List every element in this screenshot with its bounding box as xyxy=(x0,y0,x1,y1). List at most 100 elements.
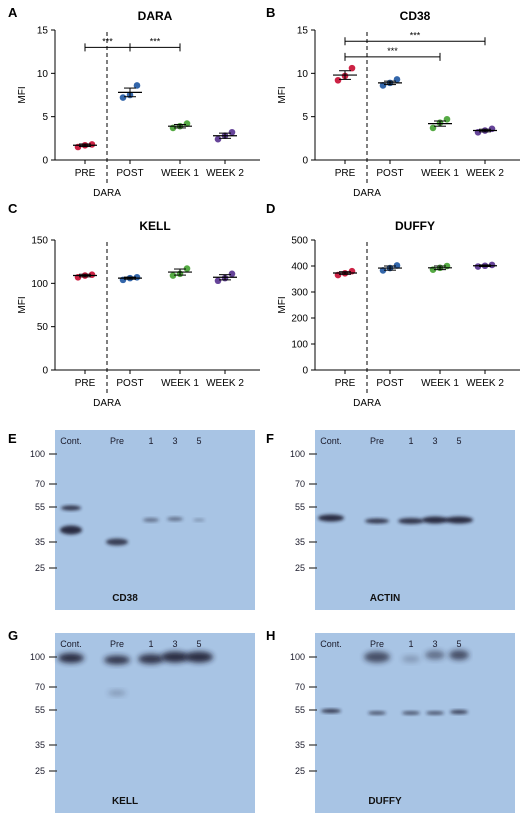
y-tick-label: 15 xyxy=(297,26,309,37)
protein-band xyxy=(60,525,82,535)
protein-band xyxy=(318,514,344,522)
panel-label: D xyxy=(266,201,275,216)
chart-A: A DARA 0 5 10 15 MFI PRE POST WEEK 1 WEEK 2 DARA ***… xyxy=(8,5,260,199)
series-post xyxy=(118,273,142,284)
mw-marker: 55 xyxy=(295,705,305,715)
y-axis-label: MFI xyxy=(277,86,288,103)
x-tick-label: WEEK 2 xyxy=(466,168,504,179)
data-point xyxy=(119,94,127,101)
x-tick-label: WEEK 2 xyxy=(466,378,504,389)
protein-band xyxy=(402,655,420,663)
chart-title: KELL xyxy=(139,219,170,233)
data-point xyxy=(228,270,236,278)
significance-label: *** xyxy=(387,46,398,56)
mw-marker: 70 xyxy=(35,682,45,692)
protein-band xyxy=(422,516,448,524)
mw-marker: 100 xyxy=(30,652,45,662)
blot-protein-name: DUFFY xyxy=(368,796,402,807)
lane-label: 3 xyxy=(432,436,437,446)
lane-label: Pre xyxy=(370,639,384,649)
lane-label: Cont. xyxy=(60,639,82,649)
mw-marker: 25 xyxy=(35,766,45,776)
lane-label: 3 xyxy=(172,639,177,649)
protein-band xyxy=(143,518,159,522)
protein-band xyxy=(58,653,84,663)
lane-label: 3 xyxy=(172,436,177,446)
mw-marker: 100 xyxy=(290,652,305,662)
y-tick-label: 500 xyxy=(291,236,308,247)
chart-B: B CD38 0 5 10 15 MFI PRE POST WEEK 1 WEEK 2 DARA ***… xyxy=(266,5,520,199)
data-point xyxy=(334,76,342,84)
data-point xyxy=(183,265,191,272)
y-tick-label: 0 xyxy=(42,156,48,167)
protein-band xyxy=(365,518,389,524)
protein-band xyxy=(104,655,130,665)
protein-band xyxy=(450,710,468,714)
x-tick-label: PRE xyxy=(335,168,356,179)
series-pre xyxy=(73,141,97,151)
protein-band xyxy=(106,538,128,546)
data-point xyxy=(214,135,222,143)
protein-band xyxy=(425,650,445,660)
x-tick-label: PRE xyxy=(75,168,96,179)
protein-band xyxy=(398,518,424,524)
chart-title: DUFFY xyxy=(395,219,435,233)
data-point xyxy=(183,120,191,127)
protein-band xyxy=(61,505,81,511)
lane-label: Pre xyxy=(110,639,124,649)
y-tick-label: 15 xyxy=(37,26,49,37)
series-pre xyxy=(333,64,357,84)
y-tick-label: 300 xyxy=(291,288,308,299)
mw-marker: 70 xyxy=(35,479,45,489)
panel-label: F xyxy=(266,431,274,446)
data-point xyxy=(228,128,236,136)
protein-band xyxy=(449,650,469,660)
y-tick-label: 0 xyxy=(302,156,308,167)
mw-marker: 25 xyxy=(295,563,305,573)
data-point xyxy=(393,262,401,269)
data-point xyxy=(443,115,451,123)
panel-label: A xyxy=(8,5,18,20)
mw-marker: 55 xyxy=(295,502,305,512)
panel-label: H xyxy=(266,628,275,643)
x-tick-label: POST xyxy=(376,168,403,179)
protein-band xyxy=(368,711,386,715)
lane-label: 5 xyxy=(196,436,201,446)
y-tick-label: 100 xyxy=(291,340,308,351)
lane-label: Pre xyxy=(110,436,124,446)
y-tick-label: 5 xyxy=(302,112,308,123)
protein-band xyxy=(193,518,205,522)
blot-protein-name: ACTIN xyxy=(370,593,401,604)
protein-band xyxy=(321,709,341,713)
x-tick-label: WEEK 2 xyxy=(206,168,244,179)
data-point xyxy=(348,64,356,72)
lane-label: 1 xyxy=(408,436,413,446)
series-week-1 xyxy=(428,262,452,273)
mw-marker: 25 xyxy=(35,563,45,573)
panel-label: B xyxy=(266,5,275,20)
data-point xyxy=(88,141,96,148)
lane-label: Cont. xyxy=(320,436,342,446)
mw-marker: 100 xyxy=(30,449,45,459)
x-tick-label: POST xyxy=(116,168,143,179)
data-point xyxy=(133,82,141,89)
data-point xyxy=(379,82,387,89)
x-tick-label: WEEK 1 xyxy=(161,378,199,389)
significance-bracket: *** xyxy=(129,36,181,52)
series-week-2 xyxy=(473,261,497,270)
mw-marker: 35 xyxy=(35,537,45,547)
blot-protein-name: CD38 xyxy=(112,593,138,604)
series-week-1 xyxy=(168,265,192,279)
divider-label: DARA xyxy=(353,188,381,199)
divider-label: DARA xyxy=(93,188,121,199)
y-tick-label: 10 xyxy=(37,69,49,80)
series-post xyxy=(118,82,142,101)
lane-label: 1 xyxy=(408,639,413,649)
protein-band xyxy=(445,516,473,524)
lane-label: 1 xyxy=(148,639,153,649)
chart-C: C KELL 0 50 100 150 MFI PRE POST WEEK 1 WEEK 2 DARA xyxy=(8,201,260,409)
blot-membrane xyxy=(315,633,515,813)
divider-label: DARA xyxy=(353,398,381,409)
